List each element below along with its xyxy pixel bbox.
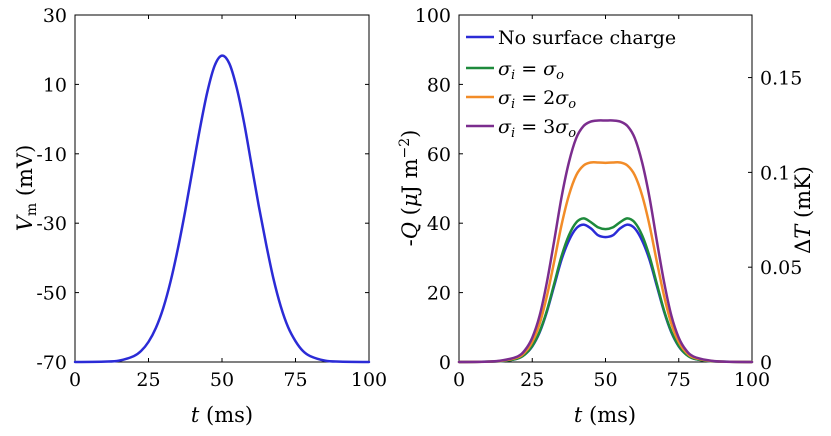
left-x-tick-label: 0 (69, 369, 81, 391)
right-y-tick-label: 100 (415, 5, 451, 27)
left-x-tick-label: 50 (210, 369, 234, 391)
left-y-ticks: -70 -50 -30 -10 10 30 (36, 5, 369, 374)
right-x-tick-label: 75 (667, 369, 691, 391)
left-y-tick-label: 30 (43, 5, 67, 27)
right-y2-ticks: 0 0.05 0.1 0.15 (748, 68, 802, 374)
right-series-line-1 (457, 217, 754, 364)
left-y-tick-label: 10 (43, 74, 67, 96)
right-x-tick-label: 100 (734, 369, 770, 391)
left-y-tick-label: -50 (36, 283, 67, 305)
legend-label-sigma-2: σi = 2σo (498, 87, 576, 112)
legend-label-sigma-3: σi = 3σo (498, 116, 576, 141)
left-series-line-0 (73, 54, 371, 364)
right-y2-tick-label: 0.1 (760, 162, 790, 184)
right-y2-tick-label: 0.15 (760, 68, 802, 90)
right-series-line-2 (457, 160, 754, 364)
left-x-tick-label: 75 (283, 369, 307, 391)
left-x-tick-label: 25 (136, 369, 160, 391)
left-x-axis-label: t (ms) (191, 403, 253, 427)
right-y2-tick-label: 0 (760, 352, 772, 374)
right-x-tick-label: 50 (593, 369, 617, 391)
left-axes-box (74, 14, 370, 363)
left-x-ticks: 0 25 50 75 100 (69, 15, 387, 391)
right-series-line-3 (457, 119, 754, 364)
right-x-axis-label: t (ms) (574, 403, 636, 427)
left-y-axis-label: Vm (mV) (13, 145, 40, 232)
right-y-ticks: 0 20 40 60 80 100 (415, 5, 463, 374)
right-x-tick-label: 25 (520, 369, 544, 391)
right-y-axis-label: -Q (μJ m−2) (397, 130, 422, 247)
left-y-tick-label: -30 (36, 213, 67, 235)
legend-label-sigma-1: σi = σo (498, 58, 564, 83)
right-y-tick-label: 0 (439, 352, 451, 374)
right-y-tick-label: 80 (427, 74, 451, 96)
legend: No surface charge σi = σo σi = 2σo σi = … (466, 27, 676, 141)
right-y-tick-label: 40 (427, 213, 451, 235)
right-series-line-0 (457, 223, 754, 364)
right-x-ticks: 0 25 50 75 100 (453, 15, 770, 391)
right-y-tick-label: 20 (427, 283, 451, 305)
legend-label-no-surface-charge: No surface charge (498, 27, 676, 49)
left-y-tick-label: -70 (36, 352, 67, 374)
left-y-tick-label: -10 (36, 144, 67, 166)
right-x-tick-label: 0 (453, 369, 465, 391)
right-y2-tick-label: 0.05 (760, 257, 802, 279)
right-panel: 0 25 50 75 100 0 20 40 60 80 100 0 0.05 0.1 0.15 -Q … (397, 5, 815, 427)
left-x-tick-label: 100 (351, 369, 387, 391)
left-series (73, 54, 371, 364)
right-y-tick-label: 60 (427, 144, 451, 166)
right-y2-axis-label: ΔT (mK) (791, 166, 815, 254)
left-panel: 0 25 50 75 100 -70 -50 -30 -10 10 30 Vm (mV) t (m… (13, 5, 387, 427)
right-series (457, 119, 754, 364)
